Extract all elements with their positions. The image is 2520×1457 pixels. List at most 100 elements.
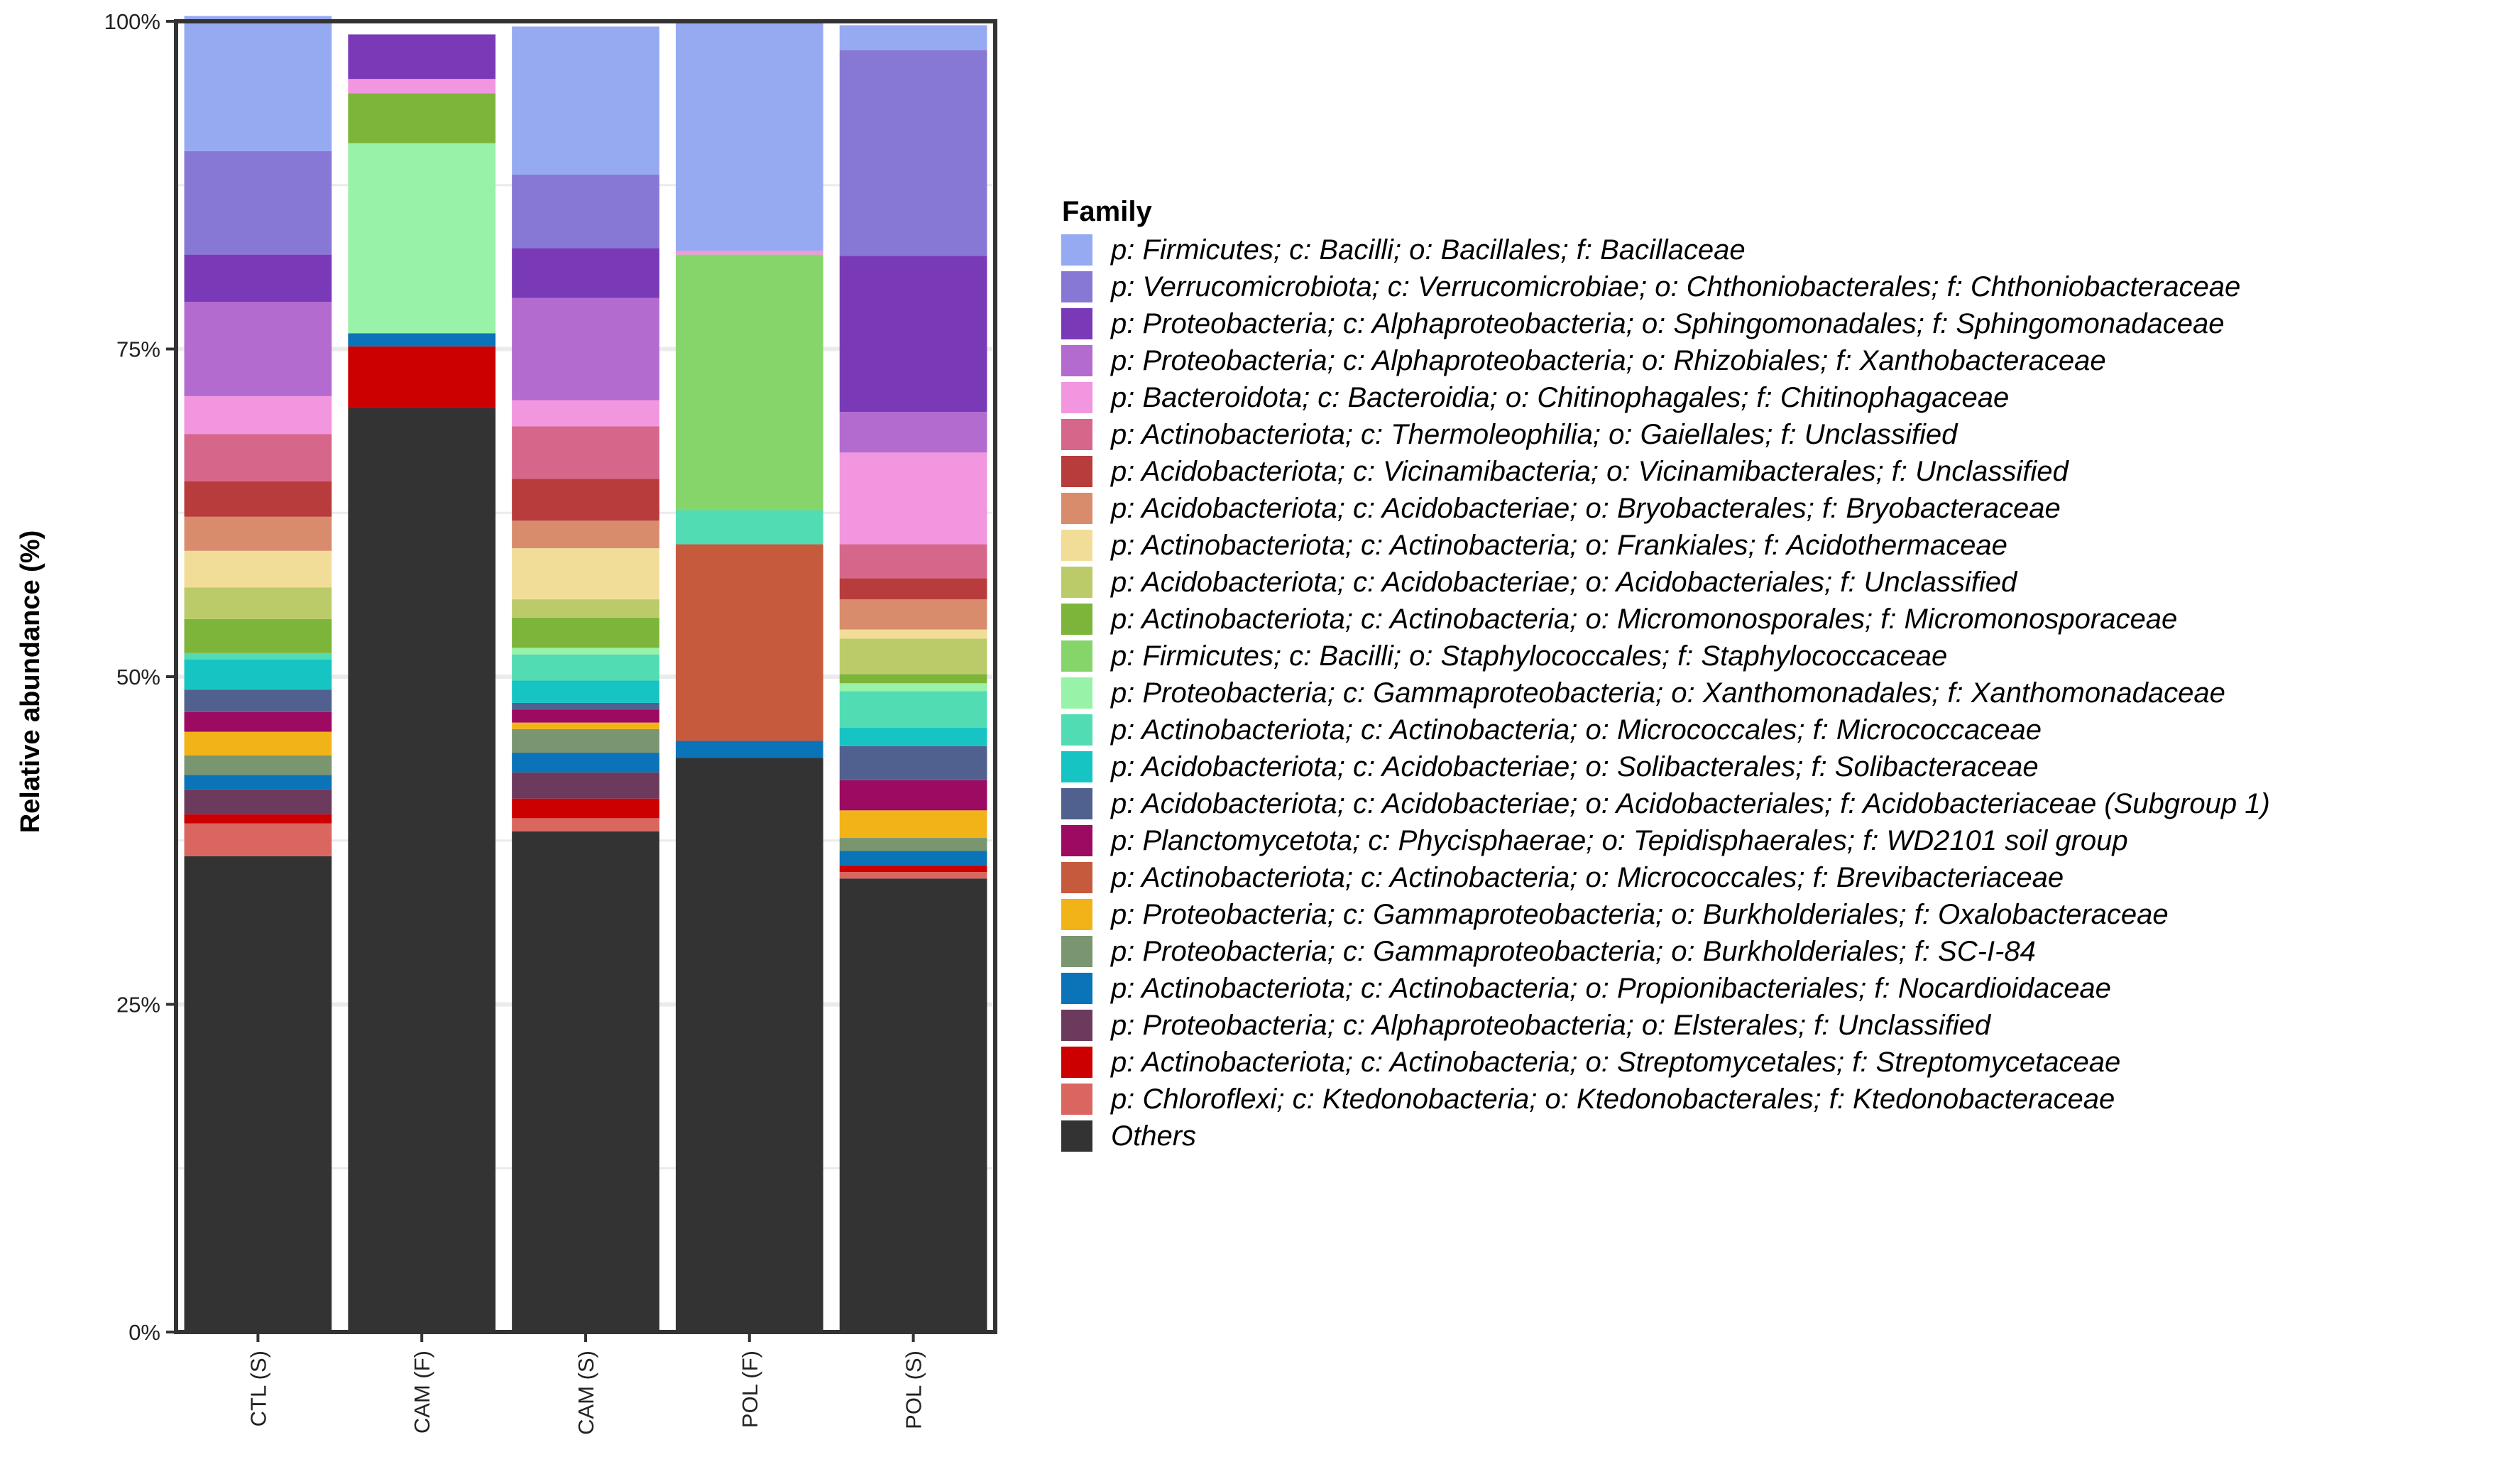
legend-key-swatch: [1061, 567, 1092, 598]
bar-segment: [839, 638, 987, 675]
bar-segment: [839, 50, 987, 256]
bar-segment: [839, 727, 987, 746]
bar-segment: [839, 780, 987, 811]
bar-segment: [839, 412, 987, 453]
legend-key-swatch: [1061, 640, 1092, 672]
bar-segment: [512, 617, 659, 648]
bar-segment: [184, 789, 332, 814]
legend-item: p: Acidobacteriota; c: Vicinamibacteria;…: [1061, 453, 2270, 490]
bar-segment: [839, 865, 987, 873]
bar-segment: [839, 452, 987, 545]
bar-segment: [839, 629, 987, 639]
legend-label: p: Actinobacteriota; c: Thermoleophilia;…: [1111, 418, 1958, 450]
legend-key-swatch: [1061, 788, 1092, 819]
legend-key-swatch: [1061, 1084, 1092, 1115]
legend-key-swatch: [1061, 493, 1092, 524]
bar-segment: [512, 702, 659, 710]
legend-items: p: Firmicutes; c: Bacilli; o: Bacillales…: [1061, 231, 2270, 1155]
legend-label: p: Proteobacteria; c: Alphaproteobacteri…: [1111, 1009, 1991, 1041]
legend-key-swatch: [1061, 825, 1092, 856]
legend-item: p: Proteobacteria; c: Alphaproteobacteri…: [1061, 305, 2270, 342]
bar-segment: [184, 711, 332, 732]
legend-label: p: Actinobacteriota; c: Actinobacteria; …: [1111, 861, 2064, 893]
legend-key-swatch: [1061, 308, 1092, 339]
legend-label: p: Proteobacteria; c: Gammaproteobacteri…: [1111, 677, 2225, 709]
legend-item: p: Firmicutes; c: Bacilli; o: Staphyloco…: [1061, 638, 2270, 675]
bar-segment: [512, 174, 659, 249]
legend-item: p: Firmicutes; c: Bacilli; o: Bacillales…: [1061, 231, 2270, 268]
bar-segment: [512, 798, 659, 819]
bar-segment: [348, 346, 496, 408]
legend-label: p: Acidobacteriota; c: Acidobacteriae; o…: [1111, 787, 2270, 819]
legend-label: p: Actinobacteriota; c: Actinobacteria; …: [1111, 529, 2007, 561]
bar-segment: [512, 599, 659, 618]
legend-label: p: Chloroflexi; c: Ktedonobacteria; o: K…: [1111, 1083, 2115, 1115]
legend-label: p: Bacteroidota; c: Bacteroidia; o: Chit…: [1111, 381, 2010, 413]
legend-item: p: Actinobacteriota; c: Actinobacteria; …: [1061, 970, 2270, 1007]
bar-segment: [184, 151, 332, 255]
bar-segment: [512, 26, 659, 175]
y-axis: 0% 25% 50% 75% 100%: [104, 9, 176, 1345]
bar-segment: [839, 544, 987, 579]
y-tick-label: 75%: [116, 337, 160, 362]
bar-segment: [184, 856, 332, 1332]
bar-segment: [512, 818, 659, 831]
bar-segment: [184, 302, 332, 396]
legend-label: p: Actinobacteriota; c: Actinobacteria; …: [1111, 714, 2042, 746]
bar-segment: [512, 298, 659, 400]
bar-segment: [839, 851, 987, 866]
legend-item: p: Acidobacteriota; c: Acidobacteriae; o…: [1061, 748, 2270, 785]
bars: [184, 16, 987, 1332]
legend-label: p: Proteobacteria; c: Alphaproteobacteri…: [1111, 307, 2225, 339]
legend-item: p: Verrucomicrobiota; c: Verrucomicrobia…: [1061, 268, 2270, 305]
bar-segment: [348, 333, 496, 346]
bar-segment: [512, 753, 659, 773]
legend-key-swatch: [1061, 234, 1092, 266]
bar-segment: [839, 878, 987, 1332]
legend-label: p: Acidobacteriota; c: Acidobacteriae; o…: [1111, 492, 2061, 524]
legend: Family p: Firmicutes; c: Bacilli; o: Bac…: [1061, 192, 2270, 1155]
legend-label: p: Verrucomicrobiota; c: Verrucomicrobia…: [1111, 271, 2241, 302]
y-axis-title: Relative abundance (%): [16, 530, 45, 834]
y-tick-label: 25%: [116, 993, 160, 1017]
bar-segment: [184, 731, 332, 755]
bar-segment: [512, 479, 659, 521]
legend-item: p: Actinobacteriota; c: Actinobacteria; …: [1061, 859, 2270, 896]
bar-segment: [839, 683, 987, 692]
bar-segment: [184, 587, 332, 619]
legend-key-swatch: [1061, 530, 1092, 561]
legend-item: p: Acidobacteriota; c: Acidobacteriae; o…: [1061, 564, 2270, 601]
bar-segment: [512, 772, 659, 799]
bar-segment: [348, 93, 496, 143]
legend-key-swatch: [1061, 382, 1092, 413]
bar-segment: [184, 481, 332, 517]
bar-segment: [184, 775, 332, 790]
bar-segment: [184, 618, 332, 653]
bar-segment: [675, 251, 823, 255]
bar-segment: [839, 25, 987, 50]
legend-item: p: Actinobacteriota; c: Thermoleophilia;…: [1061, 416, 2270, 453]
legend-key-swatch: [1061, 936, 1092, 967]
legend-item: p: Actinobacteriota; c: Actinobacteria; …: [1061, 711, 2270, 748]
legend-key-swatch: [1061, 899, 1092, 930]
bar-segment: [184, 516, 332, 551]
bar-segment: [839, 838, 987, 851]
legend-item: p: Actinobacteriota; c: Actinobacteria; …: [1061, 1044, 2270, 1081]
bar-segment: [839, 578, 987, 600]
legend-item: p: Proteobacteria; c: Gammaproteobacteri…: [1061, 896, 2270, 933]
x-axis: CTL (S) CAM (F) CAM (S) POL (F) POL (S): [246, 1332, 926, 1435]
legend-item: p: Acidobacteriota; c: Acidobacteriae; o…: [1061, 490, 2270, 527]
bar-segment: [512, 648, 659, 655]
bar-segment: [675, 21, 823, 251]
legend-item: p: Proteobacteria; c: Alphaproteobacteri…: [1061, 1007, 2270, 1044]
bar-segment: [184, 755, 332, 775]
bar-segment: [184, 550, 332, 588]
bar-segment: [675, 544, 823, 741]
bar-segment: [512, 654, 659, 681]
legend-item: p: Chloroflexi; c: Ktedonobacteria; o: K…: [1061, 1081, 2270, 1118]
bar-segment: [512, 400, 659, 427]
bar-segment: [512, 548, 659, 600]
x-tick-label: CAM (S): [574, 1350, 598, 1435]
x-tick-label: POL (S): [902, 1350, 926, 1429]
